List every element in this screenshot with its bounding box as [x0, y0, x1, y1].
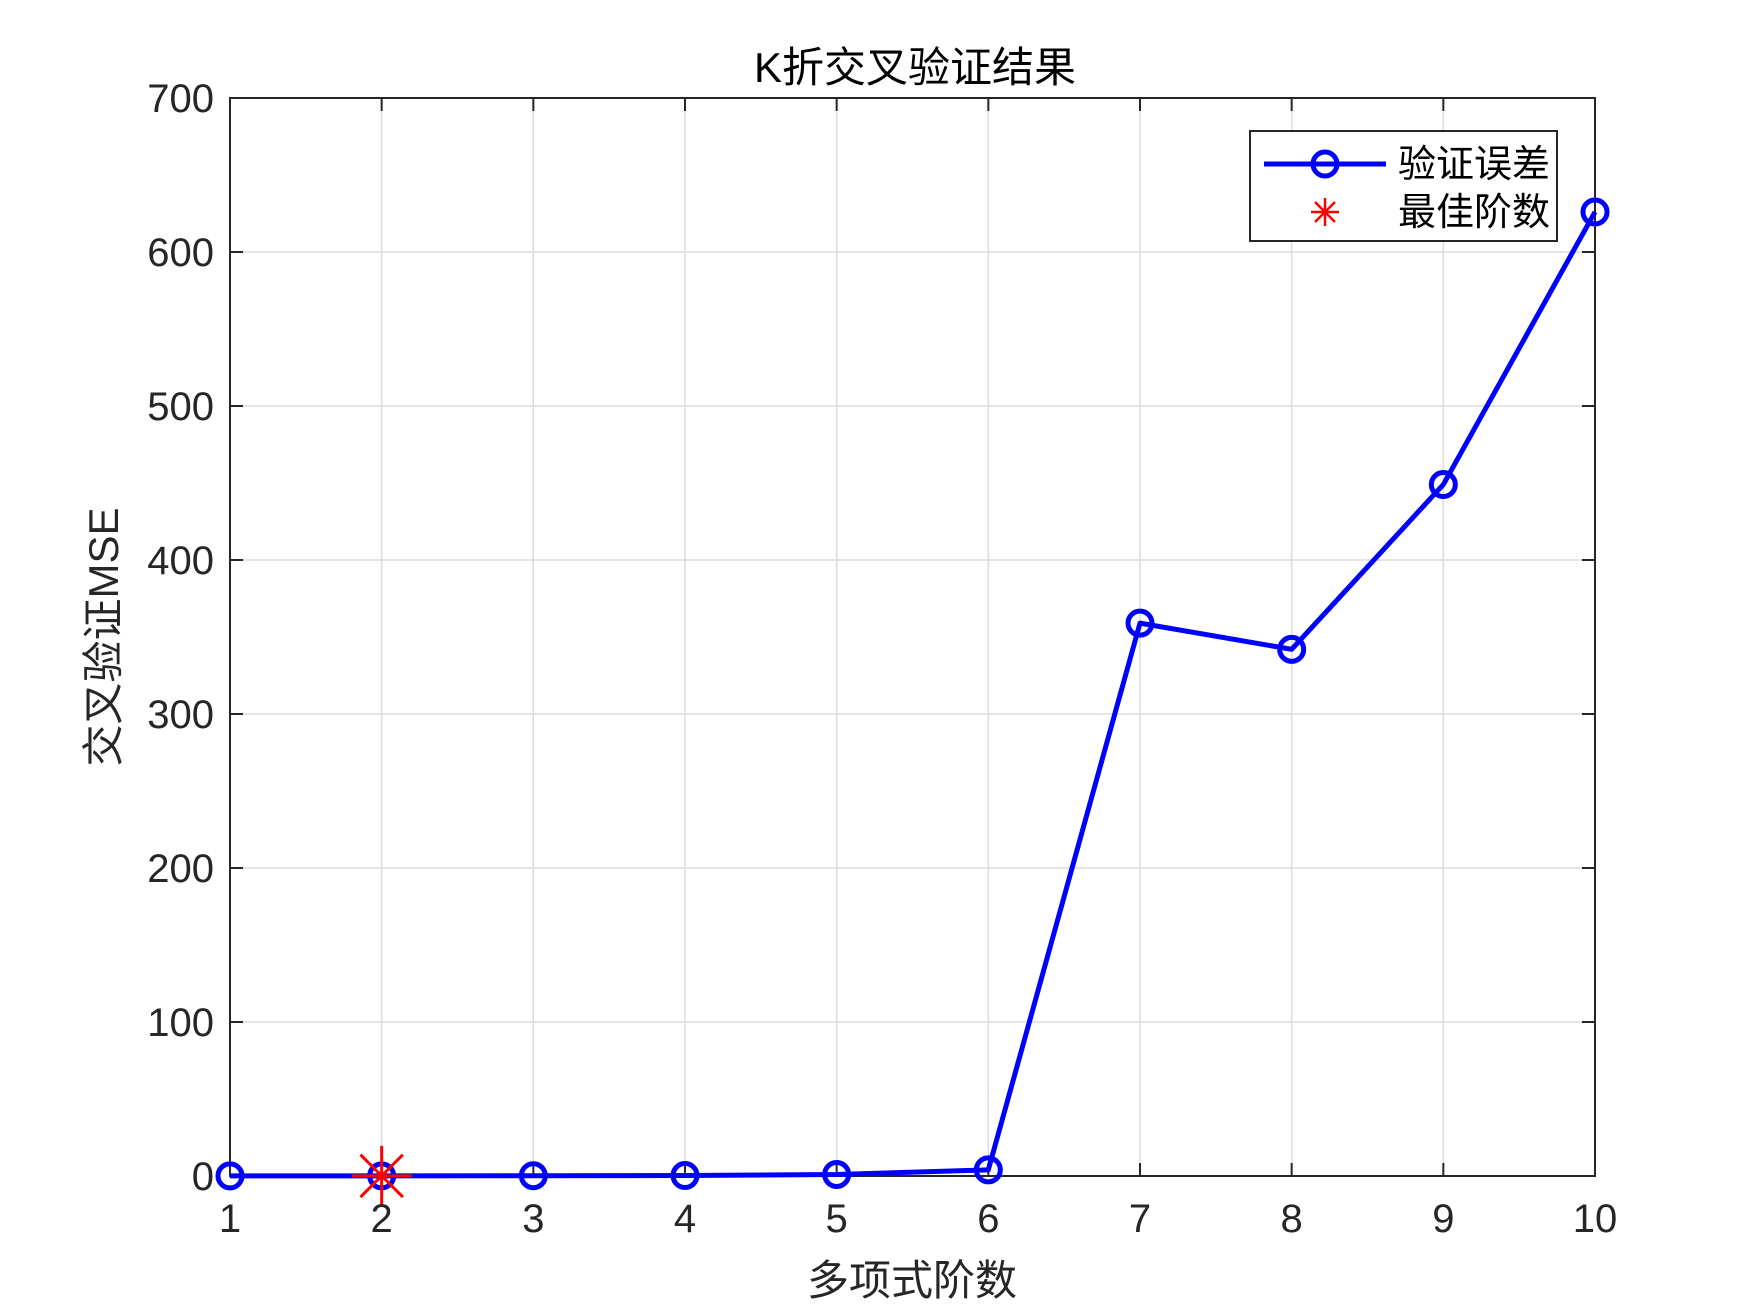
- data-point: [1277, 634, 1307, 664]
- y-tick-label: 400: [147, 539, 214, 583]
- legend-entry-validation-error: 验证误差: [1398, 144, 1550, 186]
- legend-circle-marker: [1310, 149, 1340, 179]
- x-tick-label: 1: [219, 1197, 241, 1241]
- x-tick-label: 8: [1281, 1197, 1303, 1241]
- plot-area: [230, 98, 1595, 1176]
- x-axis-label: 多项式阶数: [807, 1257, 1017, 1304]
- series-line-validation-error: [230, 210, 1598, 1179]
- y-tick-label: 300: [147, 693, 214, 737]
- y-tick-label: 600: [147, 231, 214, 275]
- data-point: [518, 1161, 548, 1191]
- x-tick-label: 7: [1129, 1197, 1151, 1241]
- y-tick-label: 100: [147, 1001, 214, 1045]
- data-point: [973, 1155, 1003, 1185]
- best-order-marker: [351, 1145, 412, 1206]
- data-point: [1125, 608, 1155, 638]
- data-point: [1580, 197, 1610, 227]
- legend-asterisk-marker: [1311, 198, 1339, 226]
- x-tick-label: 4: [674, 1197, 696, 1241]
- x-tick-label: 5: [826, 1197, 848, 1241]
- y-tick-label: 200: [147, 847, 214, 891]
- y-axis-label: 交叉验证MSE: [80, 507, 127, 766]
- y-tick-label: 0: [192, 1155, 214, 1199]
- legend: 验证误差 最佳阶数: [1249, 130, 1558, 242]
- data-point: [670, 1161, 700, 1191]
- data-point: [822, 1159, 852, 1189]
- chart-title: K折交叉验证结果: [754, 44, 1076, 91]
- x-tick-label: 9: [1432, 1197, 1454, 1241]
- series-layer: [215, 197, 1610, 1206]
- legend-box: [1249, 130, 1558, 242]
- x-tick-label: 2: [371, 1197, 393, 1241]
- axes-box: [229, 97, 1596, 1177]
- legend-entry-best-order: 最佳阶数: [1398, 192, 1550, 234]
- data-point: [1428, 470, 1458, 500]
- x-tick-label: 10: [1573, 1197, 1618, 1241]
- x-tick-label: 3: [522, 1197, 544, 1241]
- x-tick-label: 6: [977, 1197, 999, 1241]
- data-point: [215, 1161, 245, 1191]
- y-tick-label: 500: [147, 385, 214, 429]
- y-tick-label: 700: [147, 77, 214, 121]
